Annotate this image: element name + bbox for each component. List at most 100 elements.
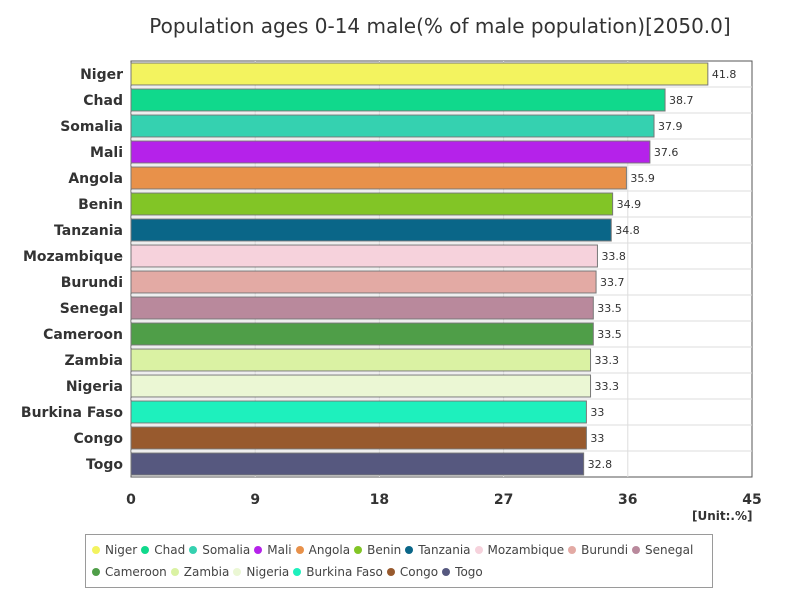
value-label: 34.9 — [617, 198, 642, 211]
chart-title: Population ages 0-14 male(% of male popu… — [149, 14, 731, 38]
bar — [130, 62, 709, 86]
value-label: 33.8 — [601, 250, 626, 263]
legend-swatch — [233, 568, 242, 576]
legend-item[interactable]: Mozambique — [474, 542, 565, 558]
bar — [130, 140, 651, 164]
value-label: 37.9 — [658, 120, 683, 133]
bar — [130, 452, 585, 476]
category-label: Zambia — [65, 353, 123, 369]
value-label: 32.8 — [588, 458, 613, 471]
legend-swatch — [442, 568, 451, 576]
category-label: Burundi — [61, 275, 123, 291]
legend-label: Mozambique — [487, 543, 565, 557]
legend-swatch — [170, 568, 179, 576]
legend-label: Angola — [308, 543, 351, 557]
bar — [130, 322, 594, 346]
category-label: Tanzania — [54, 223, 123, 239]
legend-swatch — [405, 546, 414, 554]
bar — [130, 166, 627, 190]
bar — [130, 270, 597, 294]
legend-swatch — [568, 546, 577, 554]
category-label: Chad — [83, 93, 123, 109]
legend-label: Togo — [455, 565, 483, 579]
value-label: 33.7 — [600, 276, 625, 289]
category-label: Niger — [80, 67, 123, 83]
bar-chart: 0 9 18 27 36 45 41.8 Niger 38.7 Chad 37.9 Somalia 37… — [21, 60, 762, 508]
legend-label: Benin — [367, 543, 402, 557]
bar — [130, 400, 587, 424]
legend-item[interactable]: Chad — [141, 542, 185, 558]
legend-item[interactable]: Benin — [354, 542, 401, 558]
legend-label: Cameroon — [105, 565, 167, 579]
category-label: Somalia — [60, 119, 123, 135]
value-label: 33.5 — [597, 328, 622, 341]
legend-label: Nigeria — [246, 565, 290, 579]
legend-swatch — [295, 546, 304, 554]
value-label: 37.6 — [654, 146, 679, 159]
value-label: 33.5 — [597, 302, 622, 315]
bar — [130, 218, 612, 242]
legend-item[interactable]: Mali — [254, 542, 292, 558]
category-label: Burkina Faso — [21, 405, 123, 421]
value-label: 41.8 — [712, 68, 737, 81]
value-label: 33 — [590, 406, 604, 419]
legend-swatch — [189, 546, 198, 554]
legend-item[interactable]: Zambia — [170, 564, 229, 580]
bar — [130, 192, 614, 216]
bar — [130, 244, 598, 268]
legend-item[interactable]: Angola — [295, 542, 351, 558]
category-label: Togo — [86, 457, 123, 473]
category-label: Nigeria — [66, 379, 123, 395]
legend-item[interactable]: Burkina Faso — [293, 564, 383, 580]
legend-swatch — [92, 568, 100, 576]
category-label: Angola — [68, 171, 123, 187]
x-tick-label: 0 — [126, 492, 136, 508]
legend-item[interactable]: Cameroon — [92, 564, 167, 580]
legend-item[interactable]: Togo — [442, 564, 483, 580]
bar — [130, 88, 666, 112]
legend-label: Somalia — [202, 543, 251, 557]
x-tick-label: 45 — [742, 492, 761, 508]
bar — [130, 114, 655, 138]
legend-swatch — [141, 546, 150, 554]
legend-label: Mali — [267, 543, 292, 557]
category-label: Senegal — [60, 301, 123, 317]
x-tick-label: 36 — [618, 492, 637, 508]
legend-item[interactable]: Niger — [92, 542, 137, 558]
legend-label: Congo — [399, 565, 439, 579]
legend-item[interactable]: Tanzania — [405, 542, 471, 558]
legend-swatch — [632, 546, 641, 554]
value-label: 38.7 — [669, 94, 694, 107]
legend-item[interactable]: Nigeria — [233, 564, 289, 580]
legend-swatch — [354, 546, 363, 554]
unit-label: [Unit:.%] — [692, 509, 753, 523]
legend-swatch — [92, 546, 100, 554]
legend-item[interactable]: Congo — [386, 564, 439, 580]
legend-item[interactable]: Burundi — [568, 542, 628, 558]
bar — [130, 296, 594, 320]
bar — [130, 426, 587, 450]
legend-label: Senegal — [645, 543, 694, 557]
category-label: Benin — [78, 197, 123, 213]
value-label: 33.3 — [595, 354, 620, 367]
legend-swatch — [474, 546, 483, 554]
legend-swatch — [386, 568, 395, 576]
x-tick-label: 18 — [370, 492, 389, 508]
bar — [130, 374, 592, 398]
value-label: 33 — [590, 432, 604, 445]
bar — [130, 348, 592, 372]
legend-label: Niger — [105, 543, 138, 557]
value-label: 34.8 — [615, 224, 640, 237]
category-label: Cameroon — [43, 327, 123, 343]
category-label: Mozambique — [23, 249, 123, 265]
x-tick-label: 9 — [250, 492, 260, 508]
value-label: 35.9 — [630, 172, 655, 185]
legend-item[interactable]: Senegal — [632, 542, 693, 558]
legend-label: Chad — [154, 543, 186, 557]
x-tick-label: 27 — [494, 492, 513, 508]
legend: Niger Chad Somalia Mali Angola Benin Tanzania M… — [85, 534, 713, 588]
legend-item[interactable]: Somalia — [189, 542, 250, 558]
value-label: 33.3 — [595, 380, 620, 393]
category-label: Congo — [74, 431, 124, 447]
legend-swatch — [293, 568, 302, 576]
